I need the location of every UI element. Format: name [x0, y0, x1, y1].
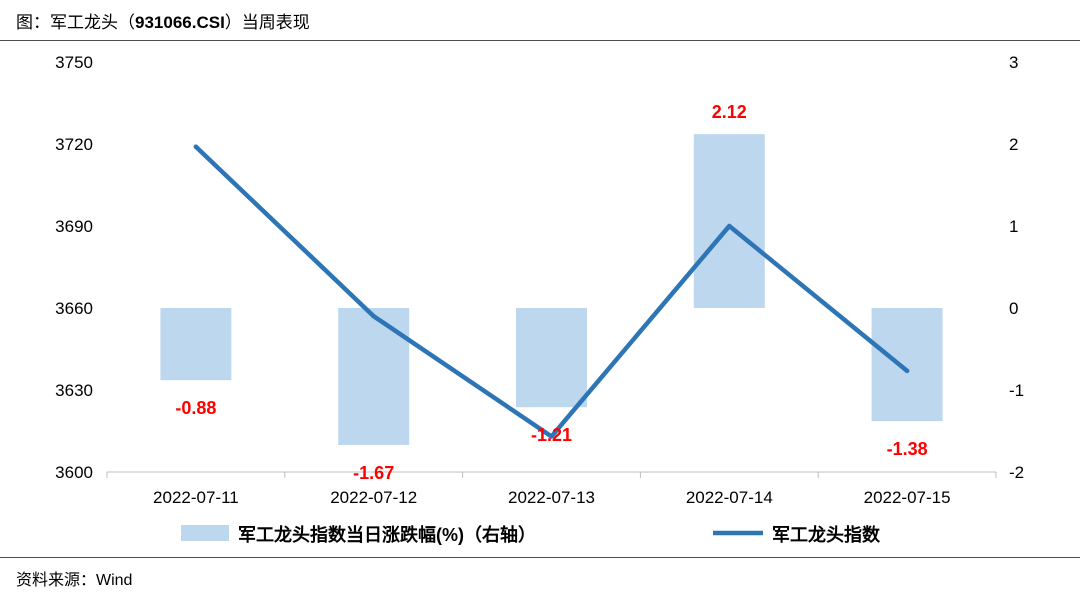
index-line-point: [549, 434, 554, 439]
bar: [693, 134, 765, 308]
bar-data-label: -0.88: [175, 398, 216, 418]
x-axis-tick-label: 2022-07-13: [508, 488, 595, 507]
bar-data-label: -1.38: [887, 439, 928, 459]
bar: [338, 308, 410, 445]
index-line-point: [727, 223, 732, 229]
legend-line-label: 军工龙头指数: [772, 524, 881, 545]
bar: [871, 308, 943, 422]
index-line-point: [193, 144, 199, 149]
left-axis-tick-label: 3600: [55, 463, 93, 482]
legend-bar-label: 军工龙头指数当日涨跌幅(%)（右轴）: [238, 524, 536, 545]
right-axis-tick-label: 3: [1009, 53, 1018, 72]
figure-title: 图：军工龙头（931066.CSI）当周表现: [16, 8, 310, 33]
bar: [516, 308, 587, 408]
figure-title-code: 931066.CSI: [135, 13, 225, 32]
x-axis-tick-label: 2022-07-11: [153, 488, 239, 507]
right-axis-tick-label: -2: [1009, 463, 1024, 482]
bar-data-label: -1.21: [531, 425, 572, 445]
figure-title-suffix: ）当周表现: [224, 13, 310, 32]
top-divider: [0, 40, 1080, 41]
x-axis-tick-label: 2022-07-15: [864, 488, 951, 507]
index-line-point: [371, 314, 376, 319]
bar-data-label: 2.12: [712, 102, 747, 122]
left-axis-tick-label: 3720: [55, 135, 93, 154]
legend-bar-swatch: [181, 525, 229, 541]
source-note: 资料来源：Wind: [16, 572, 133, 589]
index-line-point: [904, 368, 910, 374]
left-axis-tick-label: 3660: [55, 299, 93, 318]
right-axis-tick-label: 1: [1009, 217, 1018, 236]
bar-data-label: -1.67: [353, 463, 394, 483]
right-axis-tick-label: 2: [1009, 135, 1018, 154]
x-axis-tick-label: 2022-07-14: [686, 488, 773, 507]
right-axis-tick-label: 0: [1009, 299, 1018, 318]
bar: [160, 308, 232, 381]
right-axis-tick-label: -1: [1009, 381, 1024, 400]
left-axis-tick-label: 3630: [55, 381, 93, 400]
left-axis-tick-label: 3690: [55, 217, 93, 236]
figure-title-prefix: 图：军工龙头（: [16, 13, 135, 32]
left-axis-tick-label: 3750: [55, 53, 93, 72]
bottom-divider: [0, 557, 1080, 558]
x-axis-tick-label: 2022-07-12: [330, 488, 417, 507]
